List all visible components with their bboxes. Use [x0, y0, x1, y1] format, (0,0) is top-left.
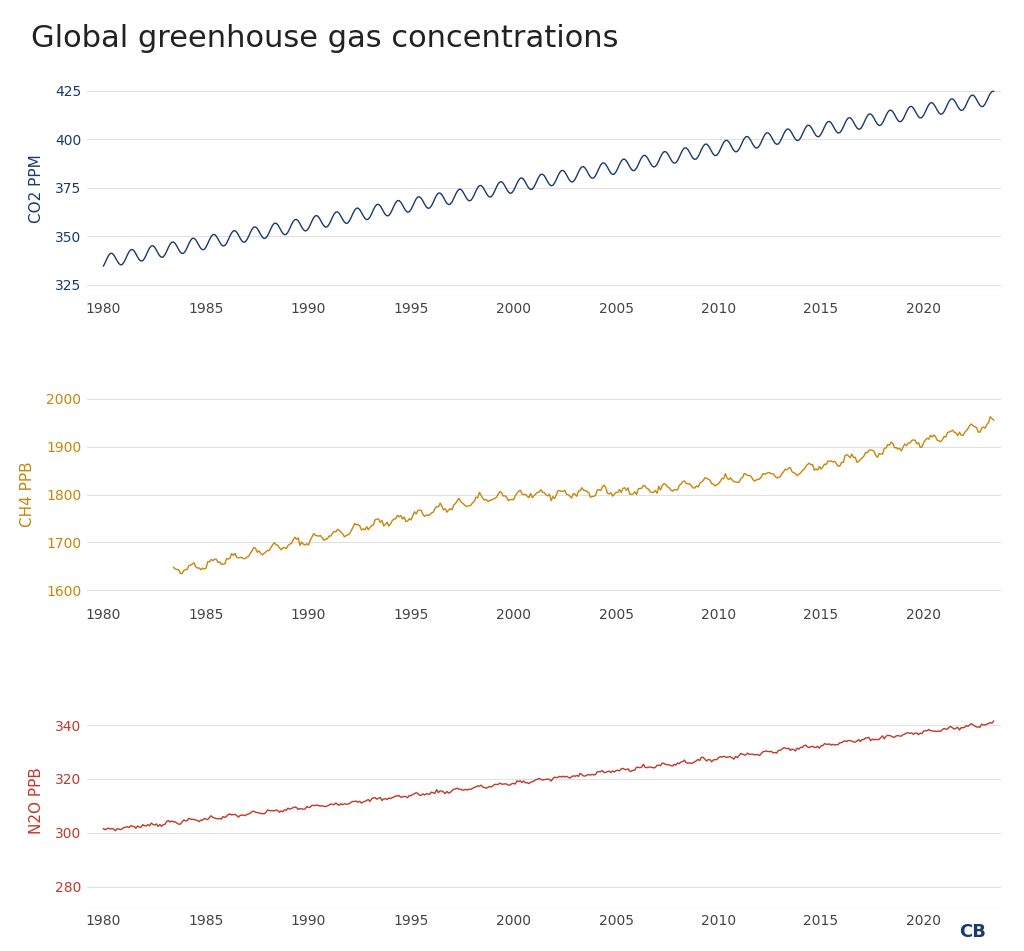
Y-axis label: CH4 PPB: CH4 PPB: [20, 461, 35, 528]
Y-axis label: CO2 PPM: CO2 PPM: [29, 154, 44, 223]
Y-axis label: N2O PPB: N2O PPB: [29, 767, 44, 834]
Text: CB: CB: [959, 923, 986, 941]
Text: Global greenhouse gas concentrations: Global greenhouse gas concentrations: [31, 24, 618, 52]
